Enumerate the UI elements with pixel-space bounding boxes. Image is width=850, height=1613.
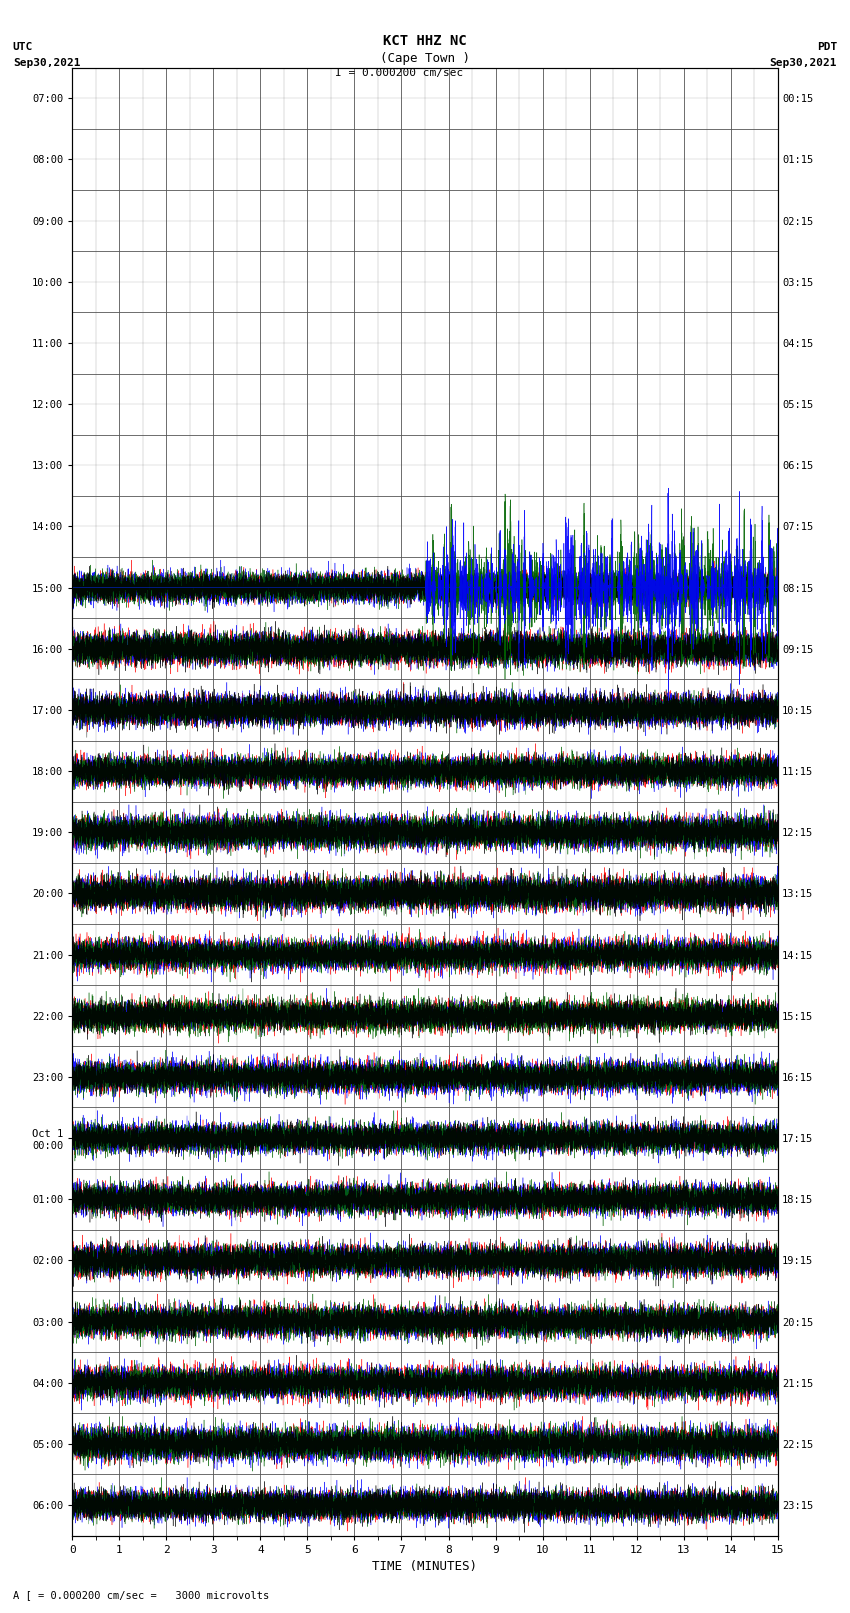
- Text: KCT HHZ NC: KCT HHZ NC: [383, 34, 467, 48]
- Text: PDT: PDT: [817, 42, 837, 52]
- Text: Sep30,2021: Sep30,2021: [13, 58, 80, 68]
- Text: A [ = 0.000200 cm/sec =   3000 microvolts: A [ = 0.000200 cm/sec = 3000 microvolts: [13, 1590, 269, 1600]
- Text: Sep30,2021: Sep30,2021: [770, 58, 837, 68]
- Text: I = 0.000200 cm/sec: I = 0.000200 cm/sec: [336, 68, 463, 77]
- Text: UTC: UTC: [13, 42, 33, 52]
- Text: (Cape Town ): (Cape Town ): [380, 52, 470, 65]
- X-axis label: TIME (MINUTES): TIME (MINUTES): [372, 1560, 478, 1573]
